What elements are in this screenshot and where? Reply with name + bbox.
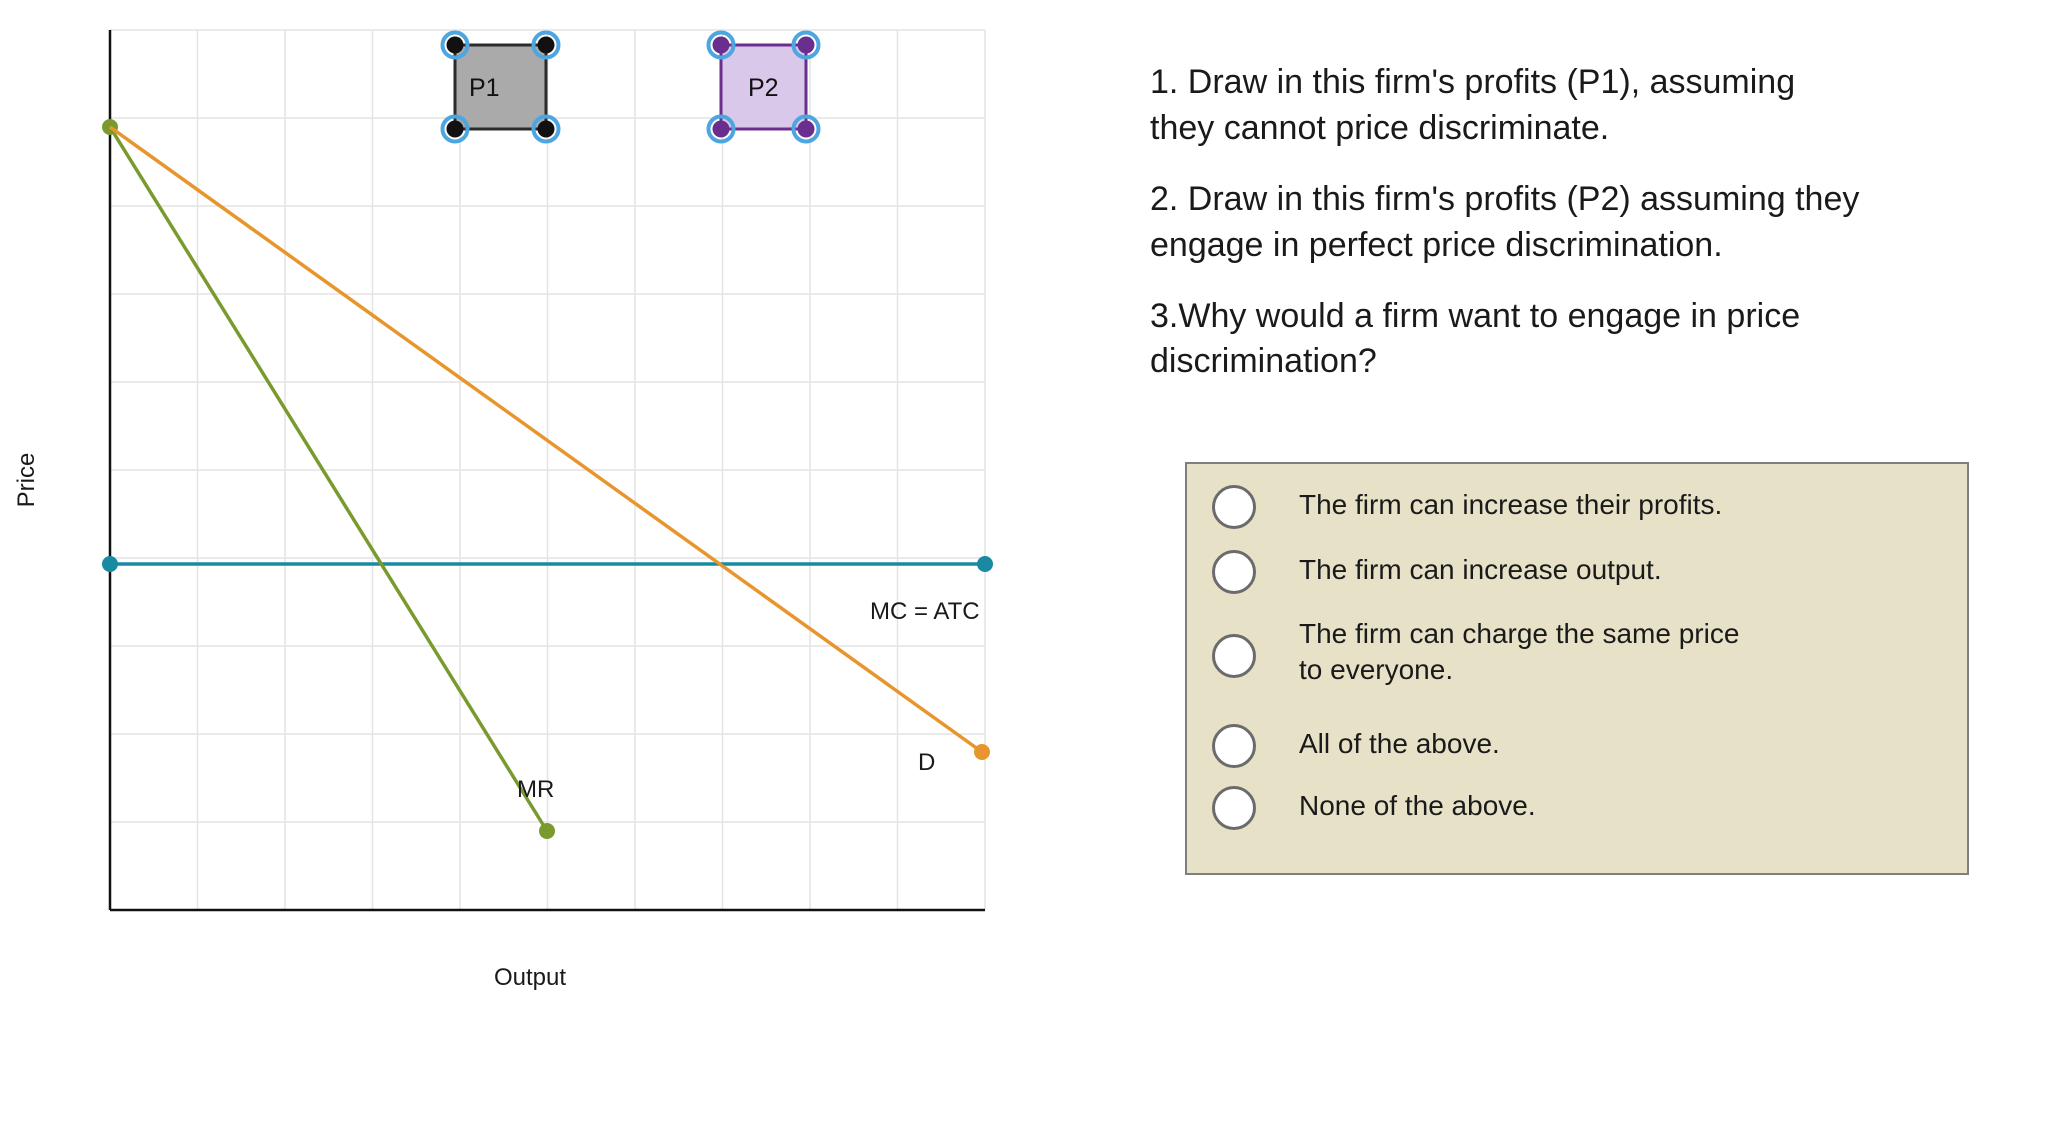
- svg-text:D: D: [918, 749, 935, 776]
- svg-text:Output: Output: [494, 964, 566, 991]
- svg-text:MR: MR: [517, 776, 554, 803]
- svg-text:P2: P2: [748, 74, 779, 102]
- svg-text:P1: P1: [469, 74, 500, 102]
- svg-text:MC = ATC: MC = ATC: [870, 598, 980, 625]
- svg-text:Price: Price: [13, 453, 40, 508]
